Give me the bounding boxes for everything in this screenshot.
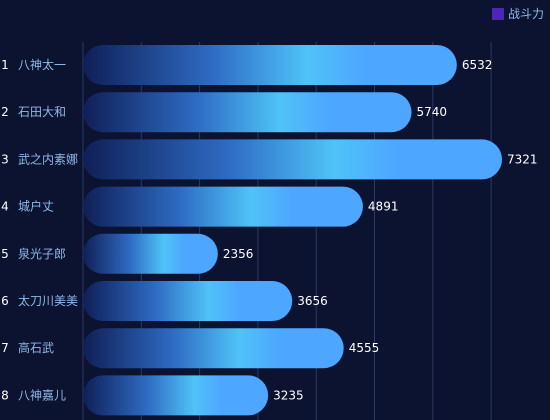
rank-label: 4 [1, 200, 9, 214]
value-label: 6532 [462, 58, 493, 72]
value-label: 5740 [417, 105, 448, 119]
bar[interactable] [83, 45, 457, 85]
category-label: 高石武 [18, 340, 54, 355]
bar[interactable] [83, 92, 412, 133]
rank-label: 5 [1, 247, 9, 261]
rank-label: 3 [1, 152, 9, 166]
category-label: 武之内素娜 [18, 152, 78, 166]
rank-label: 8 [1, 388, 9, 402]
bar[interactable] [83, 281, 293, 321]
bar[interactable] [83, 186, 363, 227]
value-label: 3656 [297, 294, 328, 308]
legend[interactable]: 战斗力 [491, 5, 544, 22]
bar[interactable] [83, 139, 502, 180]
bar[interactable] [83, 375, 269, 416]
category-label: 八神太一 [18, 57, 66, 72]
rank-label: 2 [1, 105, 9, 119]
category-label: 太刀川美美 [18, 293, 78, 308]
category-label: 石田大和 [18, 105, 66, 119]
value-label: 4891 [368, 200, 399, 214]
rank-label: 1 [1, 58, 9, 72]
bar[interactable] [83, 328, 344, 369]
value-label: 4555 [349, 341, 380, 355]
category-label: 泉光子郎 [18, 247, 66, 261]
category-label: 城户丈 [18, 199, 54, 214]
legend-label: 战斗力 [507, 7, 544, 21]
category-label: 八神嘉儿 [18, 388, 66, 402]
value-label: 7321 [507, 152, 538, 166]
value-label: 3235 [273, 388, 304, 402]
bar[interactable] [83, 233, 218, 274]
value-label: 2356 [223, 247, 254, 261]
rank-label: 6 [1, 294, 9, 308]
rank-label: 7 [1, 341, 9, 355]
legend-swatch [491, 7, 504, 20]
